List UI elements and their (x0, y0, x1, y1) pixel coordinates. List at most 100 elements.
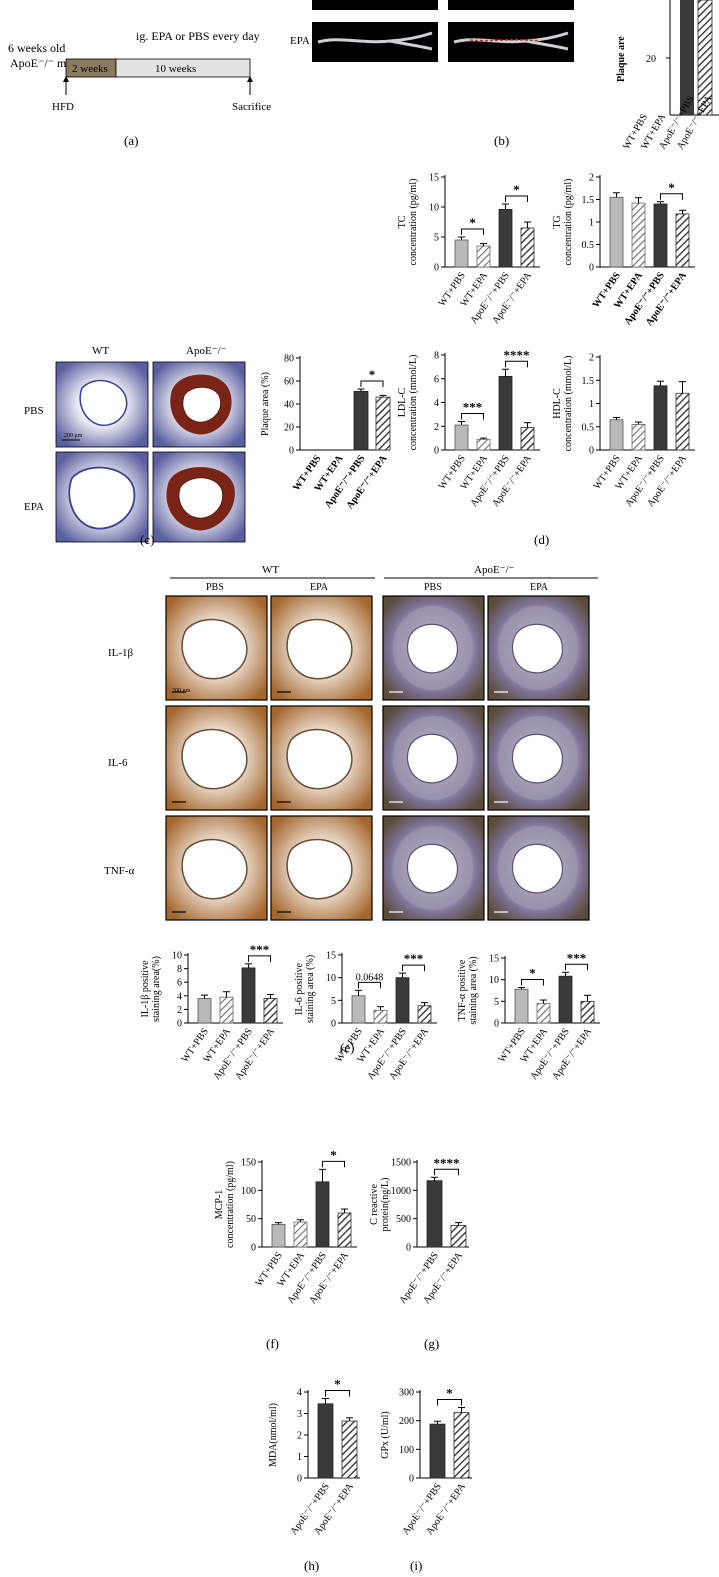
y-tick-label: 60 (284, 377, 294, 388)
bar (676, 214, 689, 267)
y-tick-label: 8 (434, 351, 439, 362)
y-tick-label: 8 (177, 964, 182, 975)
panel-label-a: (a) (124, 133, 138, 148)
e-scale-bar: 200 μm (172, 688, 191, 694)
panel-label-d: (d) (534, 532, 549, 547)
e-row-il6: IL-6 (108, 757, 128, 769)
e-group-wt: WT (262, 564, 279, 576)
y-tick-label: 1.5 (582, 195, 595, 206)
panel-e-images: WT ApoE⁻/⁻ PBS EPA PBS EPA IL-1β IL-6 TN… (104, 564, 598, 920)
panel-a-timeline: 6 weeks old ApoE⁻/⁻ male ig. EPA or PBS … (8, 29, 271, 113)
e-col-apoe-pbs: PBS (424, 582, 442, 593)
ihc-image (383, 706, 484, 810)
bar (396, 978, 409, 1023)
bar (376, 397, 390, 450)
y-tick-label: 4 (434, 398, 439, 409)
y-tick-label: 100 (399, 1445, 414, 1456)
y-axis-label-line2: concentration (mmol/L) (408, 355, 419, 451)
y-axis-label: Plaque area (%) (260, 372, 271, 436)
timeline-phase1-label: 2 weeks (72, 63, 108, 75)
bar (352, 996, 365, 1023)
timeline-phase2-label: 10 weeks (155, 63, 196, 75)
ihc-image (166, 816, 267, 920)
significance-label: * (369, 367, 376, 382)
ihc-image (488, 706, 589, 810)
bar (676, 393, 689, 450)
y-tick-label: 10 (429, 203, 439, 214)
bar (477, 439, 490, 450)
bar (354, 391, 368, 450)
y-tick-label: 1500 (391, 1158, 411, 1169)
panel-label-b: (b) (494, 133, 509, 148)
panel-label-i: (i) (410, 1558, 422, 1573)
y-tick-label: 2 (297, 1431, 302, 1442)
bar (499, 209, 512, 267)
ihc-image (271, 706, 372, 810)
bar (521, 228, 534, 267)
chart-f: 050100150MCP-1 concentration (pg/ml)WT+PB… (214, 1147, 357, 1306)
y-axis-label: LDL-C (397, 387, 408, 417)
bar (455, 425, 468, 450)
panel-c-images: WT ApoE⁻/⁻ PBS EPA 200 μm (24, 345, 245, 542)
e-col-wt-pbs: PBS (206, 582, 224, 593)
c-col-apoe: ApoE⁻/⁻ (186, 345, 227, 357)
significance-label: *** (567, 950, 587, 965)
significance-label: * (668, 180, 675, 195)
y-axis-label: TG (552, 215, 563, 228)
significance-label: 0.0648 (356, 972, 384, 983)
he-image-wt-epa (56, 452, 148, 542)
ihc-image (383, 816, 484, 920)
significance-label: * (469, 215, 476, 230)
y-tick-label: 2 (177, 1005, 182, 1016)
c-row-epa: EPA (24, 501, 44, 513)
he-image-wt-pbs: 200 μm (56, 362, 148, 447)
significance-label: **** (504, 347, 530, 362)
y-axis-label: MCP-1 (214, 1190, 225, 1219)
significance-label: * (513, 182, 520, 197)
e-row-tnfa: TNF-α (104, 865, 134, 877)
y-axis-label: C reactive (369, 1184, 380, 1225)
significance-label: *** (404, 951, 424, 966)
y-tick-label: 40 (284, 400, 294, 411)
y-axis-label: TNF-α positive (457, 959, 468, 1021)
y-tick-label: 2 (589, 173, 594, 184)
y-tick-label: 500 (396, 1214, 411, 1225)
y-tick-label: 0 (434, 446, 439, 457)
he-image-apoe-epa (153, 452, 245, 542)
y-axis-label: IL-6 positive (294, 962, 305, 1014)
bar (477, 246, 490, 267)
aorta-row-epa: EPA (290, 35, 310, 47)
y-axis-label-line2: concentration (pg/ml) (563, 179, 574, 266)
y-tick-label: 0 (406, 1243, 411, 1254)
y-axis-label-line2: concentration (pg/ml) (408, 179, 419, 266)
y-tick-label: 0.5 (582, 422, 595, 433)
y-tick-label: 10 (172, 951, 182, 962)
y-tick-label: 50 (246, 1214, 256, 1225)
y-tick-label: 300 (399, 1388, 414, 1399)
significance-label: * (330, 1147, 337, 1162)
y-tick-label: 6 (177, 978, 182, 989)
panel-label-e: (e) (340, 1040, 354, 1055)
y-axis-label-line2: concentration (mmol/L) (563, 356, 574, 452)
chart-c: 020406080Plaque area (%)WT+PBSWT+EPAApoE… (260, 354, 390, 512)
bar (418, 1006, 431, 1023)
y-axis-label: TC (397, 215, 408, 228)
aorta-image-top-left (312, 0, 438, 10)
aorta-image-top-right (448, 0, 574, 10)
chart-i: 0100200300GPx (U/ml)ApoE⁻/⁻+PBSApoE⁻/⁻+E… (380, 1385, 472, 1537)
bar (499, 376, 512, 450)
bar (374, 1010, 387, 1023)
bar (451, 1225, 466, 1247)
panel-label-c: (c) (140, 532, 154, 547)
y-tick-label: 100 (241, 1186, 256, 1197)
y-tick-label: 0 (434, 263, 439, 274)
bar (455, 240, 468, 267)
y-tick-label: 3 (297, 1409, 302, 1420)
y-tick-label: 6 (434, 374, 439, 385)
significance-label: *** (463, 400, 483, 415)
bar (294, 1222, 307, 1247)
bar (430, 1424, 445, 1478)
y-tick-label: 0 (289, 446, 294, 457)
